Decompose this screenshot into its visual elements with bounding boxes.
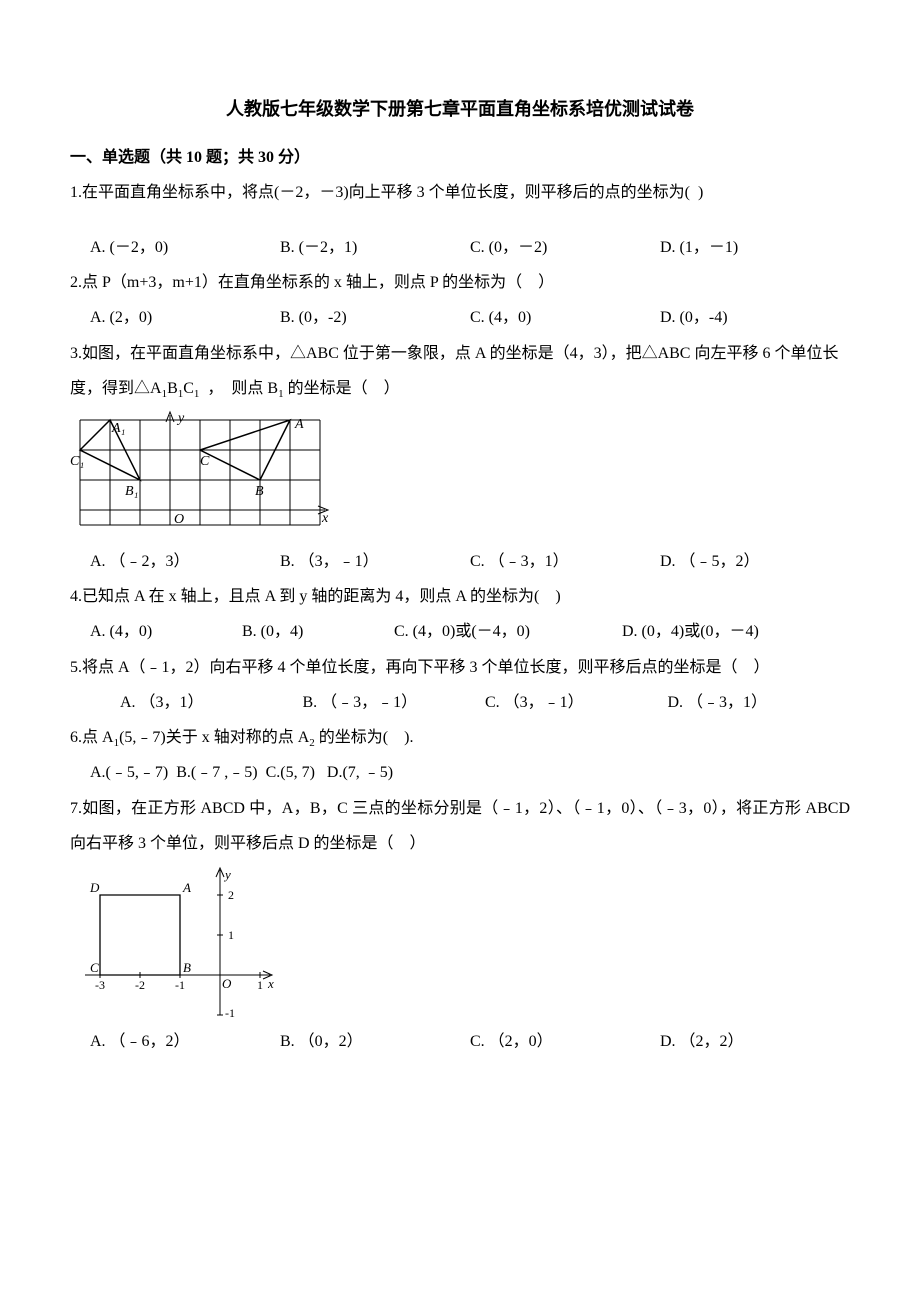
question-7-figure: y x O A B C D -3 -2 -1 1 1 2 -1: [70, 865, 850, 1020]
question-6: 6.点 A1(5,﹣7)关于 x 轴对称的点 A2 的坐标为( ).: [70, 720, 850, 755]
question-1: 1.在平面直角坐标系中，将点(－2，－3)向上平移 3 个单位长度，则平移后的点…: [70, 175, 850, 210]
q7-opt-a: A. （﹣6，2）: [90, 1024, 280, 1059]
question-7-text: 7.如图，在正方形 ABCD 中，A，B，C 三点的坐标分别是（﹣1，2）、（﹣…: [70, 800, 850, 852]
q5-opt-a: A. （3，1）: [120, 685, 303, 720]
q1-opt-c: C. (0，－2): [470, 230, 660, 265]
q4-opt-b: B. (0，4): [242, 614, 394, 649]
q6-opt-d: D.(7, ﹣5): [327, 764, 393, 781]
question-3: 3.如图，在平面直角坐标系中，△ABC 位于第一象限，点 A 的坐标是（4，3）…: [70, 336, 850, 407]
question-3-text-mid: ， 则点 B: [199, 380, 278, 397]
q6-opt-b: B.(﹣7 ,﹣5): [176, 764, 257, 781]
question-2: 2.点 P（m+3，m+1）在直角坐标系的 x 轴上，则点 P 的坐标为（ ）: [70, 265, 850, 300]
q7-tick-m1: -1: [175, 978, 185, 992]
q2-opt-a: A. (2，0): [90, 300, 280, 335]
question-5-options: A. （3，1） B. （﹣3，﹣1） C. （3，﹣1） D. （﹣3，1）: [70, 685, 850, 720]
q3-opt-d: D. （﹣5，2）: [660, 544, 850, 579]
question-1-options: A. (－2，0) B. (－2，1) C. (0，－2) D. (1，－1): [70, 230, 850, 265]
q3-opt-c: C. （﹣3，1）: [470, 544, 660, 579]
page-title: 人教版七年级数学下册第七章平面直角坐标系培优测试试卷: [70, 90, 850, 130]
q5-opt-b: B. （﹣3，﹣1）: [303, 685, 486, 720]
q3-opt-a: A. （﹣2，3）: [90, 544, 280, 579]
q7-tick-m2: -2: [135, 978, 145, 992]
question-7: 7.如图，在正方形 ABCD 中，A，B，C 三点的坐标分别是（﹣1，2）、（﹣…: [70, 791, 850, 861]
question-4: 4.已知点 A 在 x 轴上，且点 A 到 y 轴的距离为 4，则点 A 的坐标…: [70, 579, 850, 614]
question-5: 5.将点 A（﹣1，2）向右平移 4 个单位长度，再向下平移 3 个单位长度，则…: [70, 650, 850, 685]
question-4-text: 4.已知点 A 在 x 轴上，且点 A 到 y 轴的距离为 4，则点 A 的坐标…: [70, 588, 561, 605]
q6-opt-a: A.(﹣5,﹣7): [90, 764, 168, 781]
question-1-text: 1.在平面直角坐标系中，将点(－2，－3)向上平移 3 个单位长度，则平移后的点…: [70, 184, 703, 201]
q7-label-a: A: [182, 880, 191, 895]
q2-opt-c: C. (4，0): [470, 300, 660, 335]
label-b1: B₁: [125, 484, 138, 499]
q7-tick-1: 1: [257, 978, 263, 992]
q7-tick-y1: 1: [228, 928, 234, 942]
q7-opt-d: D. （2，2）: [660, 1024, 850, 1059]
label-y: y: [176, 411, 185, 426]
question-7-options: A. （﹣6，2） B. （0，2） C. （2，0） D. （2，2）: [70, 1024, 850, 1059]
label-a: A: [294, 417, 304, 432]
q7-label-x: x: [267, 976, 274, 991]
q1-opt-d: D. (1，－1): [660, 230, 850, 265]
q7-label-b: B: [183, 960, 191, 975]
label-b: B: [255, 484, 264, 499]
q7-opt-c: C. （2，0）: [470, 1024, 660, 1059]
q1-opt-a: A. (－2，0): [90, 230, 280, 265]
q5-opt-c: C. （3，﹣1）: [485, 685, 668, 720]
question-5-text: 5.将点 A（﹣1，2）向右平移 4 个单位长度，再向下平移 3 个单位长度，则…: [70, 659, 770, 676]
sub-1b: 1: [178, 388, 184, 400]
q6-opt-c: C.(5, 7): [266, 764, 315, 781]
label-c: C: [200, 454, 210, 469]
q7-label-c: C: [90, 960, 99, 975]
q3-opt-b: B. （3，﹣1）: [280, 544, 470, 579]
question-3-text-post: 的坐标是（ ）: [284, 380, 400, 397]
label-a1: A₁: [111, 421, 125, 436]
question-6-text-post: 的坐标为( ).: [315, 729, 414, 746]
label-o: O: [174, 512, 184, 527]
q7-opt-b: B. （0，2）: [280, 1024, 470, 1059]
q7-tick-y2: 2: [228, 888, 234, 902]
question-3-options: A. （﹣2，3） B. （3，﹣1） C. （﹣3，1） D. （﹣5，2）: [70, 544, 850, 579]
question-6-text-mid: (5,﹣7)关于 x 轴对称的点 A: [119, 729, 309, 746]
q7-label-o: O: [222, 976, 232, 991]
label-c1: C₁: [70, 454, 84, 469]
q7-label-y: y: [223, 867, 231, 882]
question-6-text-pre: 6.点 A: [70, 729, 114, 746]
question-2-options: A. (2，0) B. (0，-2) C. (4，0) D. (0，-4): [70, 300, 850, 335]
q7-label-d: D: [89, 880, 100, 895]
question-6-options: A.(﹣5,﹣7) B.(﹣7 ,﹣5) C.(5, 7) D.(7, ﹣5): [70, 755, 850, 790]
q2-opt-d: D. (0，-4): [660, 300, 850, 335]
question-4-options: A. (4，0) B. (0，4) C. (4，0)或(－4，0) D. (0，…: [70, 614, 850, 649]
label-x: x: [321, 511, 329, 526]
question-2-text: 2.点 P（m+3，m+1）在直角坐标系的 x 轴上，则点 P 的坐标为（ ）: [70, 274, 554, 291]
q4-opt-d: D. (0，4)或(0，－4): [622, 614, 850, 649]
section-header: 一、单选题（共 10 题；共 30 分）: [70, 140, 850, 175]
q5-opt-d: D. （﹣3，1）: [668, 685, 851, 720]
question-3-figure: y x O A B C A₁ B₁ C₁: [70, 410, 850, 540]
q1-opt-b: B. (－2，1): [280, 230, 470, 265]
q7-tick-ym1: -1: [225, 1006, 235, 1020]
q4-opt-c: C. (4，0)或(－4，0): [394, 614, 622, 649]
q2-opt-b: B. (0，-2): [280, 300, 470, 335]
q4-opt-a: A. (4，0): [90, 614, 242, 649]
question-3-text-pre: 3.如图，在平面直角坐标系中，△ABC 位于第一象限，点 A 的坐标是（4，3）…: [70, 345, 838, 397]
sub-1: 1: [162, 388, 168, 400]
q7-tick-m3: -3: [95, 978, 105, 992]
